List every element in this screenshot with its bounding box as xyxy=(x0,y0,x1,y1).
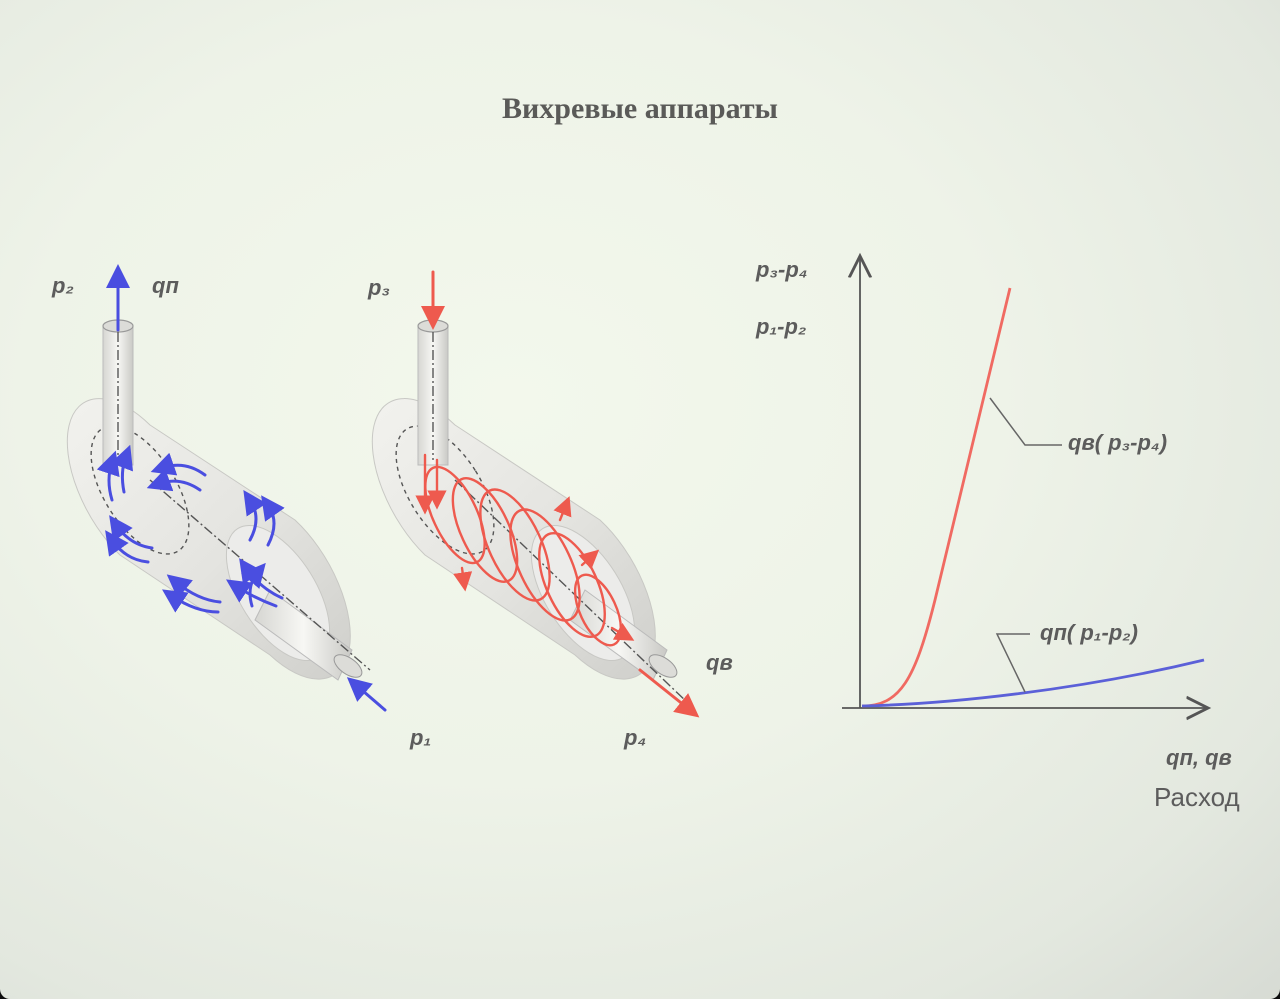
curve-blue-label: qп( p₁-p₂) xyxy=(1040,620,1138,645)
right-vortex-device xyxy=(371,270,700,718)
label-p2: p₂ xyxy=(52,273,74,298)
curve-red-qv xyxy=(861,287,1012,708)
curve-red-label: qв( p₃-p₄) xyxy=(1068,430,1168,455)
left-vortex-device xyxy=(66,264,387,712)
label-p1: p₁ xyxy=(410,725,432,750)
right-cylinder-back-rim xyxy=(395,425,495,555)
characteristic-graph xyxy=(842,256,1208,708)
curve-blue-qp xyxy=(861,658,1205,708)
y-axis-label-1: p₃-p₄ xyxy=(756,257,808,282)
leader-red xyxy=(989,397,1062,446)
label-q-left: qп xyxy=(152,273,179,298)
label-p4: p₄ xyxy=(624,725,647,750)
y-axis-label-2: p₁-p₂ xyxy=(756,314,807,339)
slide-title: Вихревые аппараты xyxy=(502,92,778,125)
x-axis-caption: Расход xyxy=(1154,782,1240,812)
leader-blue xyxy=(995,633,1030,693)
right-vortex-flow-spiral xyxy=(415,270,700,718)
label-p3: p₃ xyxy=(368,275,390,300)
label-q-right: qв xyxy=(706,650,733,675)
x-axis-label: qп, qв xyxy=(1166,745,1232,770)
left-vortex-flow-arrows xyxy=(96,264,387,712)
